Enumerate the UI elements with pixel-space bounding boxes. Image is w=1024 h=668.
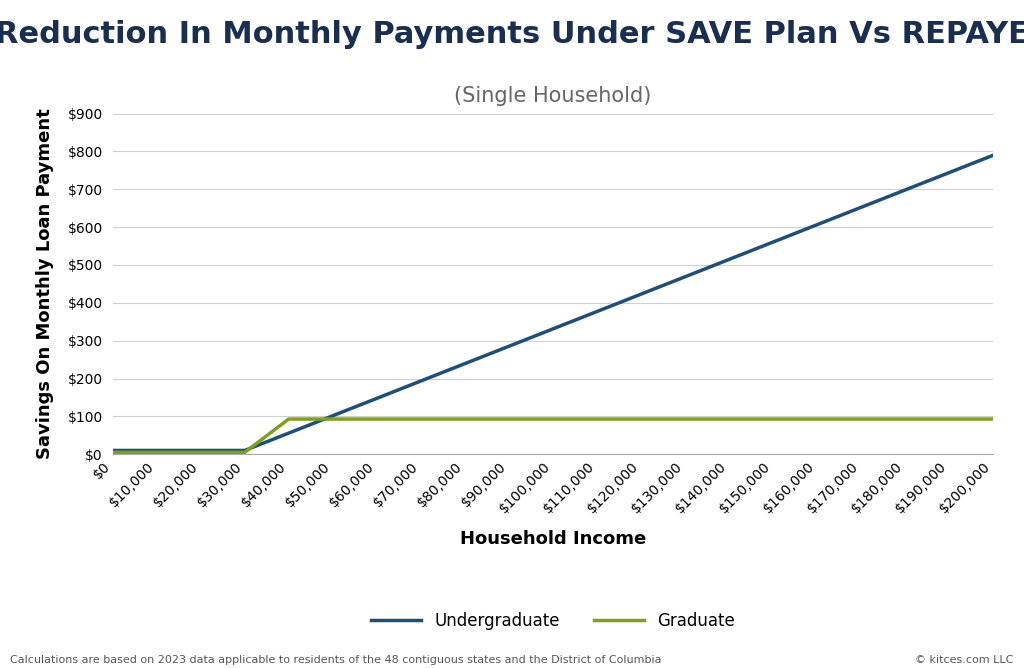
Graduate	[459, 415, 471, 423]
Y-axis label: Savings On Monthly Loan Payment: Savings On Monthly Loan Payment	[36, 108, 54, 460]
Graduate	[151, 448, 163, 456]
Graduate	[855, 415, 867, 423]
Undergraduate	[811, 220, 823, 228]
Graduate	[723, 415, 735, 423]
Text: © kitces.com LLC: © kitces.com LLC	[915, 655, 1014, 665]
Undergraduate	[195, 446, 207, 454]
Graduate	[283, 415, 295, 423]
Undergraduate	[371, 394, 383, 402]
Graduate	[327, 415, 339, 423]
Undergraduate	[767, 238, 779, 246]
Graduate	[239, 448, 251, 456]
Undergraduate	[503, 342, 515, 350]
Graduate	[106, 448, 119, 456]
X-axis label: Household Income: Household Income	[460, 530, 646, 548]
Undergraduate	[899, 186, 911, 194]
Undergraduate	[547, 325, 559, 333]
Graduate	[943, 415, 955, 423]
Graduate	[415, 415, 427, 423]
Graduate	[503, 415, 515, 423]
Graduate	[547, 415, 559, 423]
Graduate	[767, 415, 779, 423]
Text: Calculations are based on 2023 data applicable to residents of the 48 contiguous: Calculations are based on 2023 data appl…	[10, 655, 662, 665]
Graduate	[899, 415, 911, 423]
Line: Graduate: Graduate	[113, 419, 993, 452]
Legend: Undergraduate, Graduate: Undergraduate, Graduate	[365, 606, 741, 637]
Graduate	[591, 415, 603, 423]
Undergraduate	[679, 273, 691, 281]
Undergraduate	[459, 359, 471, 367]
Undergraduate	[151, 446, 163, 454]
Title: (Single Household): (Single Household)	[455, 86, 651, 106]
Undergraduate	[635, 290, 647, 298]
Undergraduate	[239, 446, 251, 454]
Graduate	[371, 415, 383, 423]
Text: Reduction In Monthly Payments Under SAVE Plan Vs REPAYE: Reduction In Monthly Payments Under SAVE…	[0, 20, 1024, 49]
Line: Undergraduate: Undergraduate	[113, 155, 993, 450]
Undergraduate	[987, 151, 999, 159]
Undergraduate	[415, 377, 427, 385]
Undergraduate	[327, 411, 339, 420]
Graduate	[811, 415, 823, 423]
Undergraduate	[723, 255, 735, 263]
Undergraduate	[283, 429, 295, 437]
Graduate	[635, 415, 647, 423]
Undergraduate	[591, 307, 603, 315]
Graduate	[987, 415, 999, 423]
Undergraduate	[855, 203, 867, 211]
Undergraduate	[943, 168, 955, 176]
Graduate	[679, 415, 691, 423]
Graduate	[195, 448, 207, 456]
Undergraduate	[106, 446, 119, 454]
